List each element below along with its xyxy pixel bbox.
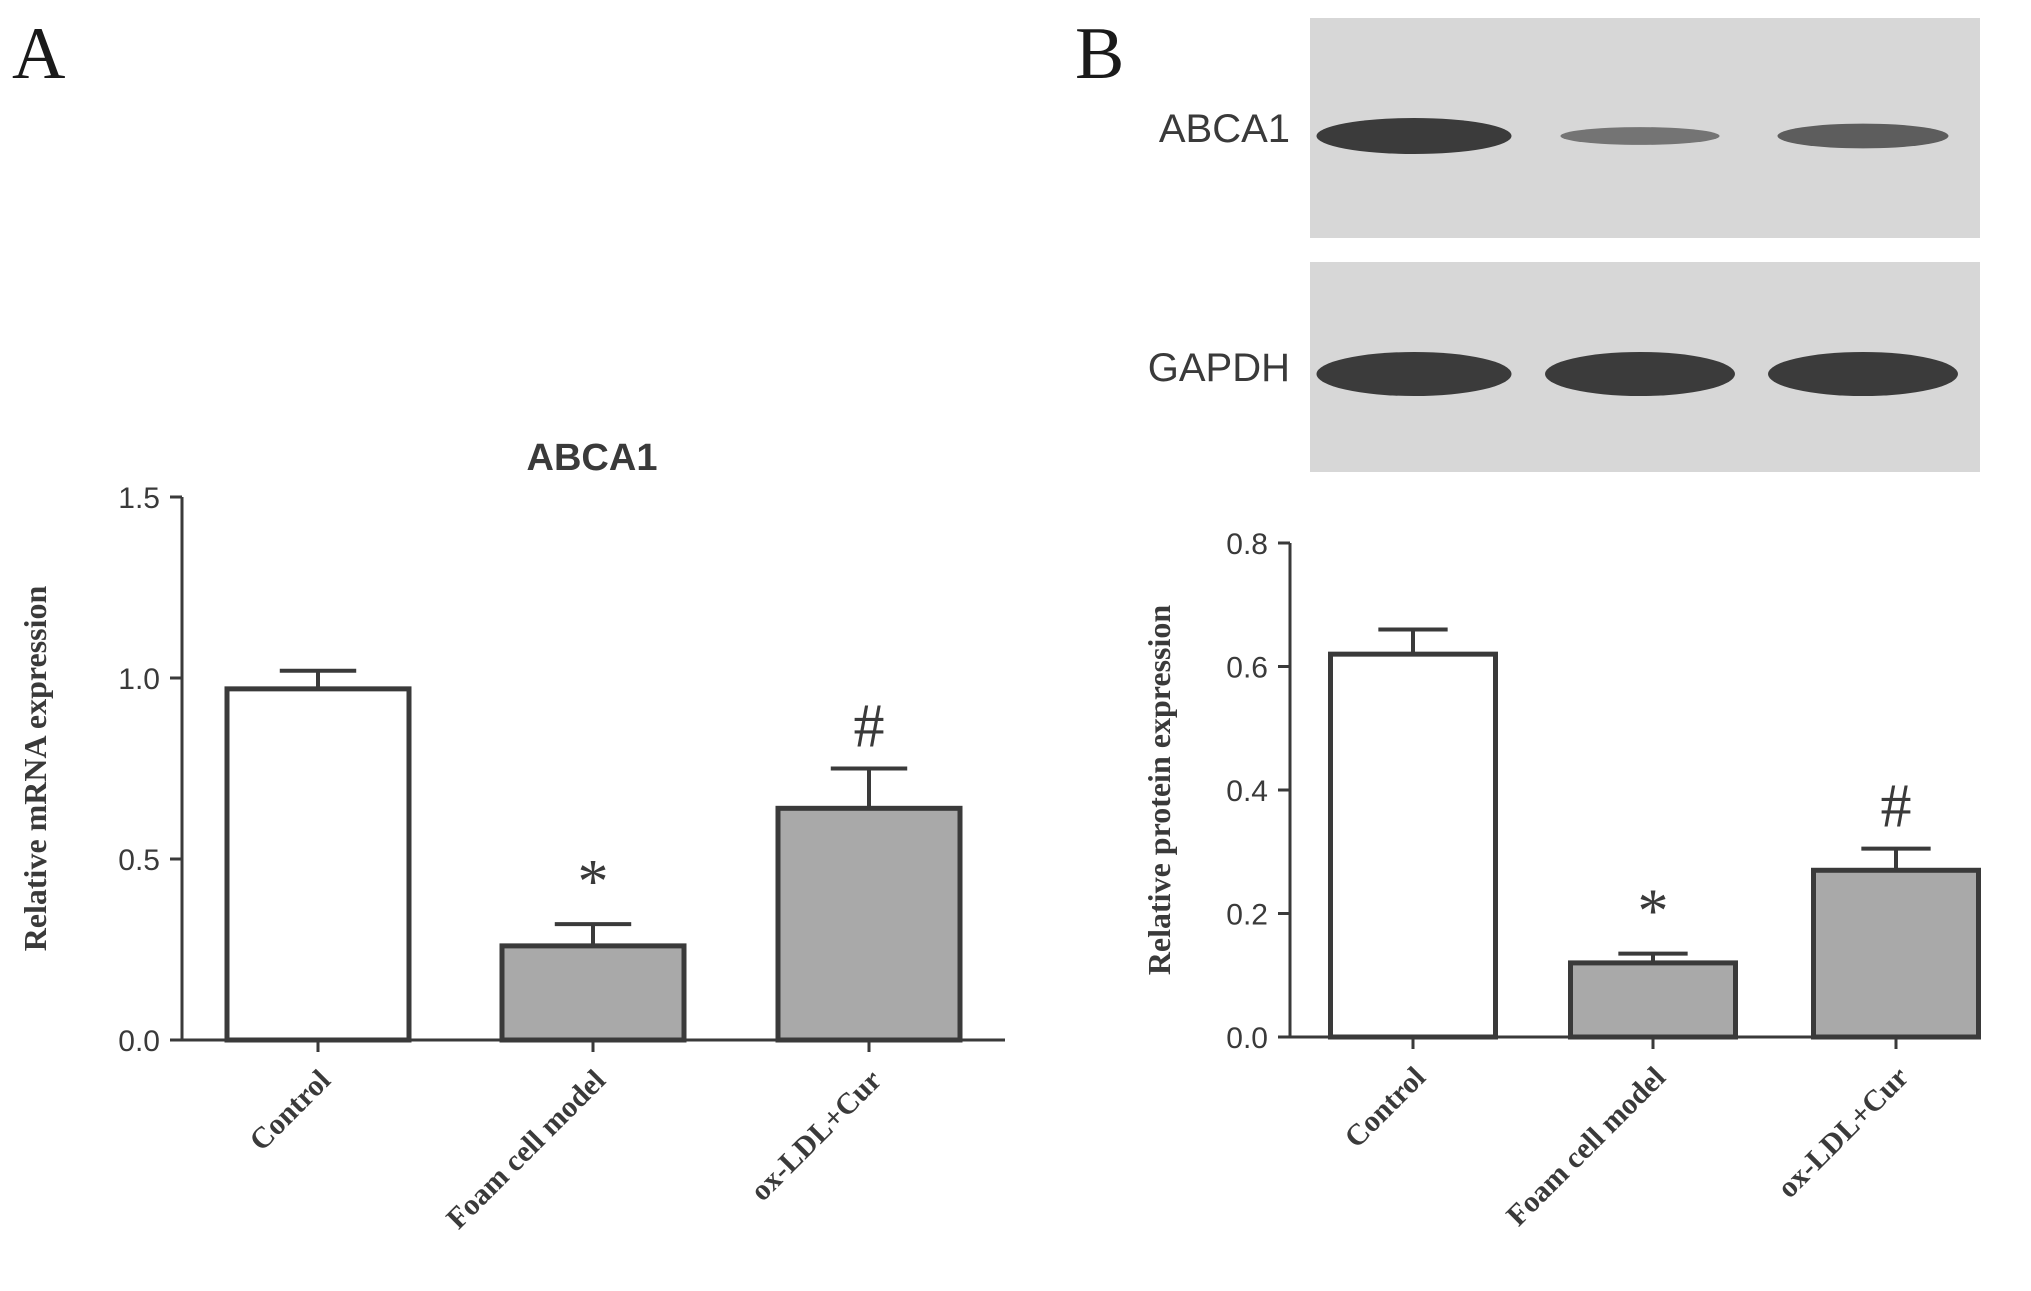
chart-a-mrna: ABCA1 Relative mRNA expression 0.0 0.5 1.0 1.… xyxy=(17,437,1005,1235)
y-tick-label: 1.0 xyxy=(118,663,160,696)
bar-control xyxy=(224,686,412,1043)
blot-band xyxy=(1316,352,1512,396)
bar-control xyxy=(1328,651,1498,1040)
y-tick-label: 0.0 xyxy=(118,1025,160,1058)
blot-band xyxy=(1768,352,1958,396)
bar-foam-cell-model xyxy=(1568,960,1738,1040)
western-blot: ABCA1 GAPDH xyxy=(1148,18,1980,472)
bar-ox-ldl-cur xyxy=(775,805,963,1043)
y-tick-label: 1.5 xyxy=(118,482,160,515)
significance-asterisk: * xyxy=(578,848,609,916)
x-tick-label: Control xyxy=(243,1064,337,1158)
panel-b-letter: B xyxy=(1075,13,1124,95)
y-tick-label: 0.2 xyxy=(1226,899,1268,932)
chart-title: ABCA1 xyxy=(527,437,658,479)
x-tick-label: Control xyxy=(1338,1061,1432,1155)
y-tick-label: 0.0 xyxy=(1226,1022,1268,1055)
blot-band xyxy=(1545,352,1735,396)
y-tick-label: 0.6 xyxy=(1226,652,1268,685)
blot-band xyxy=(1560,127,1720,145)
x-tick-label: Foam cell model xyxy=(1500,1061,1672,1233)
x-tick-label: Foam cell model xyxy=(440,1064,612,1236)
blot-row-gapdh: GAPDH xyxy=(1148,262,1980,472)
blot-band xyxy=(1316,118,1512,154)
x-tick-label: ox-LDL+Cur xyxy=(744,1064,888,1208)
blot-label: GAPDH xyxy=(1148,346,1290,390)
y-axis-label: Relative protein expression xyxy=(1141,605,1177,976)
blot-band xyxy=(1777,123,1949,149)
blot-row-abca1: ABCA1 xyxy=(1159,18,1980,238)
chart-b-protein: Relative protein expression 0.0 0.2 0.4 0.6 0… xyxy=(1141,528,1981,1233)
significance-asterisk: * xyxy=(1638,878,1669,946)
x-tick-label: ox-LDL+Cur xyxy=(1771,1061,1915,1205)
bar-foam-cell-model xyxy=(499,943,687,1043)
y-axis-label: Relative mRNA expression xyxy=(17,586,53,952)
y-tick-label: 0.4 xyxy=(1226,775,1268,808)
y-tick-label: 0.8 xyxy=(1226,528,1268,561)
panel-a-letter: A xyxy=(12,13,65,95)
bar-ox-ldl-cur xyxy=(1811,867,1981,1040)
significance-hash: # xyxy=(854,693,885,761)
significance-hash: # xyxy=(1881,773,1912,841)
y-tick-label: 0.5 xyxy=(118,844,160,877)
blot-label: ABCA1 xyxy=(1159,107,1290,151)
